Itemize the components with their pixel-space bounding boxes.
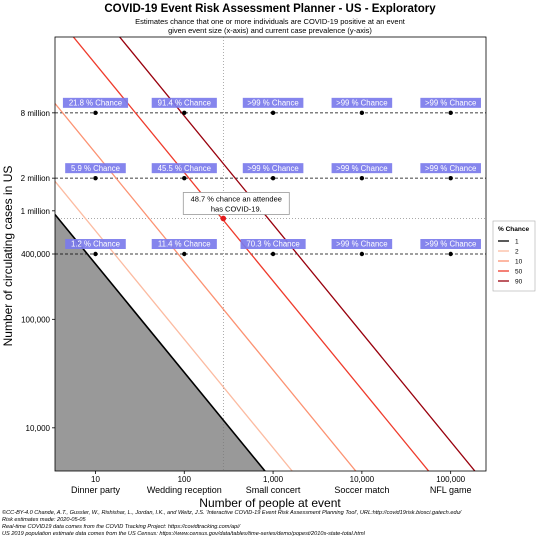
chance-label: 91.4 % Chance — [158, 99, 211, 108]
chance-label: 5.9 % Chance — [71, 164, 120, 173]
series-line-90 — [118, 37, 476, 471]
chance-label: >99 % Chance — [336, 240, 387, 249]
y-tick-label: 400,000 — [21, 250, 50, 259]
chance-label: >99 % Chance — [336, 164, 387, 173]
chance-label: 1.2 % Chance — [71, 240, 120, 249]
x-category-label: NFL game — [430, 485, 472, 495]
chance-label-box — [420, 163, 481, 174]
data-point — [359, 251, 365, 257]
chart-subtitle-line-2: given event size (x-axis) and current ca… — [168, 26, 372, 35]
highlight-tooltip-box — [182, 192, 290, 215]
data-point — [359, 175, 365, 181]
x-category-label: Wedding reception — [147, 485, 222, 495]
data-point — [182, 110, 187, 116]
chance-label-box — [65, 163, 126, 174]
data-point — [93, 175, 98, 181]
data-point — [359, 110, 365, 116]
data-point — [270, 110, 276, 116]
data-point — [93, 110, 98, 116]
highlight-tooltip-line-1: 48.7 % chance an attendee — [191, 194, 282, 203]
chance-label-box — [420, 239, 481, 249]
x-axis-label: Number of people at event — [199, 496, 341, 510]
chance-label-box — [62, 97, 129, 108]
y-tick-label: 10,000 — [26, 424, 51, 433]
chance-label-box — [331, 239, 393, 249]
chance-label-box — [151, 239, 217, 249]
chance-label-box — [151, 163, 217, 174]
x-category-label: Soccer match — [334, 485, 389, 495]
chart-title: COVID-19 Event Risk Assessment Planner -… — [104, 3, 436, 15]
chance-label-box — [242, 97, 304, 108]
highlight-point — [220, 215, 227, 222]
data-point — [448, 251, 453, 257]
x-tick-label: 10 — [91, 475, 100, 484]
chance-label: >99 % Chance — [425, 240, 476, 249]
data-point — [182, 175, 187, 181]
chance-label-box — [240, 239, 306, 249]
legend-entry-label: 50 — [515, 269, 523, 276]
chance-label: >99 % Chance — [247, 164, 298, 173]
y-tick-label: 100,000 — [21, 315, 50, 324]
footer-line-3: Real-time COVID19 data comes from the CO… — [2, 524, 241, 530]
chart-subtitle-line-1: Estimates chance that one or more indivi… — [135, 17, 406, 26]
x-tick-label: 100,000 — [436, 475, 465, 484]
series-line-2 — [55, 180, 293, 471]
y-tick-label: 2 million — [21, 174, 50, 183]
shaded-region — [55, 214, 265, 471]
chance-label: >99 % Chance — [336, 99, 387, 108]
chance-label: >99 % Chance — [425, 99, 476, 108]
data-point — [448, 110, 453, 116]
legend-entry-label: 90 — [515, 279, 523, 286]
highlight-tooltip-line-2: has COVID-19. — [211, 204, 262, 213]
data-point — [182, 251, 187, 257]
chance-label: 70.3 % Chance — [246, 240, 299, 249]
chance-label: 45.5 % Chance — [158, 164, 211, 173]
x-tick-label: 10,000 — [350, 475, 375, 484]
chance-label: 11.4 % Chance — [158, 240, 211, 249]
legend-box — [492, 220, 536, 292]
chance-label-box — [65, 239, 126, 249]
chance-label-box — [242, 163, 304, 174]
chance-label-box — [420, 97, 481, 108]
y-axis-label: Number of circulating cases in US — [1, 166, 15, 347]
footer-line-2: Risk estimates made: 2020-05-05 — [2, 517, 87, 523]
chance-label-box — [331, 97, 393, 108]
plot-area: 21.8 % Chance 91.4 % Chance >99 % Chance >9… — [55, 37, 486, 471]
data-point — [93, 251, 98, 257]
x-tick-label: 100 — [178, 475, 192, 484]
chance-label-box — [151, 97, 217, 108]
x-category-label: Small concert — [246, 485, 301, 495]
x-tick-label: 1,000 — [263, 475, 284, 484]
y-tick-label: 1 million — [21, 207, 50, 216]
legend-entry-label: 10 — [515, 259, 523, 266]
footer-line-4: US 2019 population estimate data comes f… — [2, 531, 366, 537]
chance-label: >99 % Chance — [425, 164, 476, 173]
chance-label: >99 % Chance — [247, 99, 298, 108]
legend-entry-label: 2 — [515, 249, 519, 256]
series-line-1 — [55, 213, 266, 471]
data-point — [270, 251, 276, 257]
chance-label-box — [331, 163, 393, 174]
y-tick-label: 8 million — [21, 109, 50, 118]
legend-title: % Chance — [498, 226, 529, 233]
x-category-label: Dinner party — [71, 485, 121, 495]
legend-entry-label: 1 — [515, 239, 519, 246]
chance-label: 21.8 % Chance — [69, 99, 122, 108]
footer-line-1: ©CC-BY-4.0 Chande, A.T., Gussler, W., Ri… — [2, 509, 463, 516]
data-point — [448, 175, 453, 181]
data-point — [270, 175, 276, 181]
